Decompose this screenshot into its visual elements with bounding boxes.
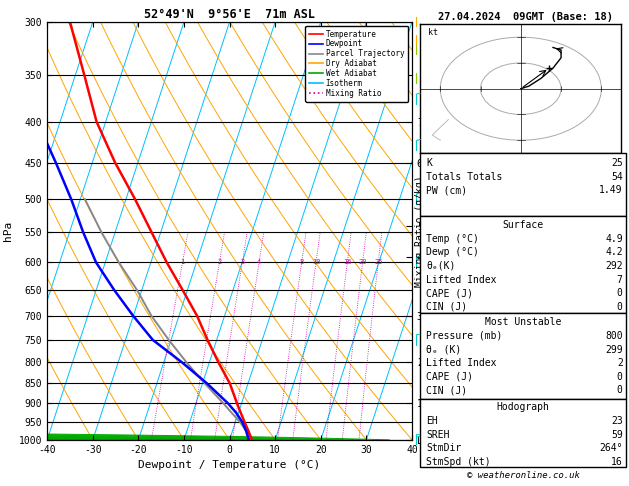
Text: 54: 54 bbox=[611, 172, 623, 182]
Text: 25: 25 bbox=[611, 158, 623, 168]
Text: StmSpd (kt): StmSpd (kt) bbox=[426, 457, 491, 467]
Text: SREH: SREH bbox=[426, 430, 450, 440]
Text: 4.2: 4.2 bbox=[605, 247, 623, 258]
Text: Mixing Ratio (g/kg): Mixing Ratio (g/kg) bbox=[415, 175, 425, 287]
Text: Temp (°C): Temp (°C) bbox=[426, 234, 479, 244]
Text: θₑ (K): θₑ (K) bbox=[426, 345, 462, 355]
X-axis label: Dewpoint / Temperature (°C): Dewpoint / Temperature (°C) bbox=[138, 460, 321, 470]
Text: 4.9: 4.9 bbox=[605, 234, 623, 244]
Title: 52°49'N  9°56'E  71m ASL: 52°49'N 9°56'E 71m ASL bbox=[144, 8, 315, 21]
Text: Dewp (°C): Dewp (°C) bbox=[426, 247, 479, 258]
Text: CAPE (J): CAPE (J) bbox=[426, 372, 474, 382]
Text: Pressure (mb): Pressure (mb) bbox=[426, 331, 503, 341]
Text: PW (cm): PW (cm) bbox=[426, 185, 467, 195]
Text: 1.49: 1.49 bbox=[599, 185, 623, 195]
Text: kt: kt bbox=[428, 28, 438, 36]
Y-axis label: km
ASL: km ASL bbox=[445, 231, 463, 252]
Text: 292: 292 bbox=[605, 261, 623, 271]
Text: 0: 0 bbox=[617, 372, 623, 382]
Text: θₑ(K): θₑ(K) bbox=[426, 261, 456, 271]
Text: 3: 3 bbox=[240, 260, 245, 265]
Text: © weatheronline.co.uk: © weatheronline.co.uk bbox=[467, 471, 579, 481]
Text: 10: 10 bbox=[312, 260, 320, 265]
Text: 4: 4 bbox=[257, 260, 261, 265]
Text: EH: EH bbox=[426, 416, 438, 426]
Text: Totals Totals: Totals Totals bbox=[426, 172, 503, 182]
Text: 2: 2 bbox=[217, 260, 221, 265]
Text: 20: 20 bbox=[359, 260, 367, 265]
Text: 7: 7 bbox=[617, 275, 623, 285]
Text: Hodograph: Hodograph bbox=[496, 402, 550, 413]
Text: 16: 16 bbox=[343, 260, 352, 265]
Text: 0: 0 bbox=[617, 302, 623, 312]
Text: Most Unstable: Most Unstable bbox=[485, 317, 561, 328]
Text: Lifted Index: Lifted Index bbox=[426, 275, 497, 285]
Text: 1: 1 bbox=[181, 260, 185, 265]
Text: 264°: 264° bbox=[599, 443, 623, 453]
Text: 59: 59 bbox=[611, 430, 623, 440]
Text: 27.04.2024  09GMT (Base: 18): 27.04.2024 09GMT (Base: 18) bbox=[438, 12, 613, 22]
Text: K: K bbox=[426, 158, 432, 168]
Text: 25: 25 bbox=[374, 260, 382, 265]
Text: 16: 16 bbox=[611, 457, 623, 467]
Text: CIN (J): CIN (J) bbox=[426, 302, 467, 312]
Text: Surface: Surface bbox=[503, 220, 543, 230]
Text: 8: 8 bbox=[299, 260, 304, 265]
Text: 0: 0 bbox=[617, 385, 623, 396]
Text: CIN (J): CIN (J) bbox=[426, 385, 467, 396]
Text: CAPE (J): CAPE (J) bbox=[426, 288, 474, 298]
Text: 2: 2 bbox=[617, 358, 623, 368]
Y-axis label: hPa: hPa bbox=[3, 221, 13, 241]
Text: 800: 800 bbox=[605, 331, 623, 341]
Text: 0: 0 bbox=[617, 288, 623, 298]
Text: StmDir: StmDir bbox=[426, 443, 462, 453]
Text: 299: 299 bbox=[605, 345, 623, 355]
Legend: Temperature, Dewpoint, Parcel Trajectory, Dry Adiabat, Wet Adiabat, Isotherm, Mi: Temperature, Dewpoint, Parcel Trajectory… bbox=[305, 26, 408, 102]
Text: 23: 23 bbox=[611, 416, 623, 426]
Text: Lifted Index: Lifted Index bbox=[426, 358, 497, 368]
